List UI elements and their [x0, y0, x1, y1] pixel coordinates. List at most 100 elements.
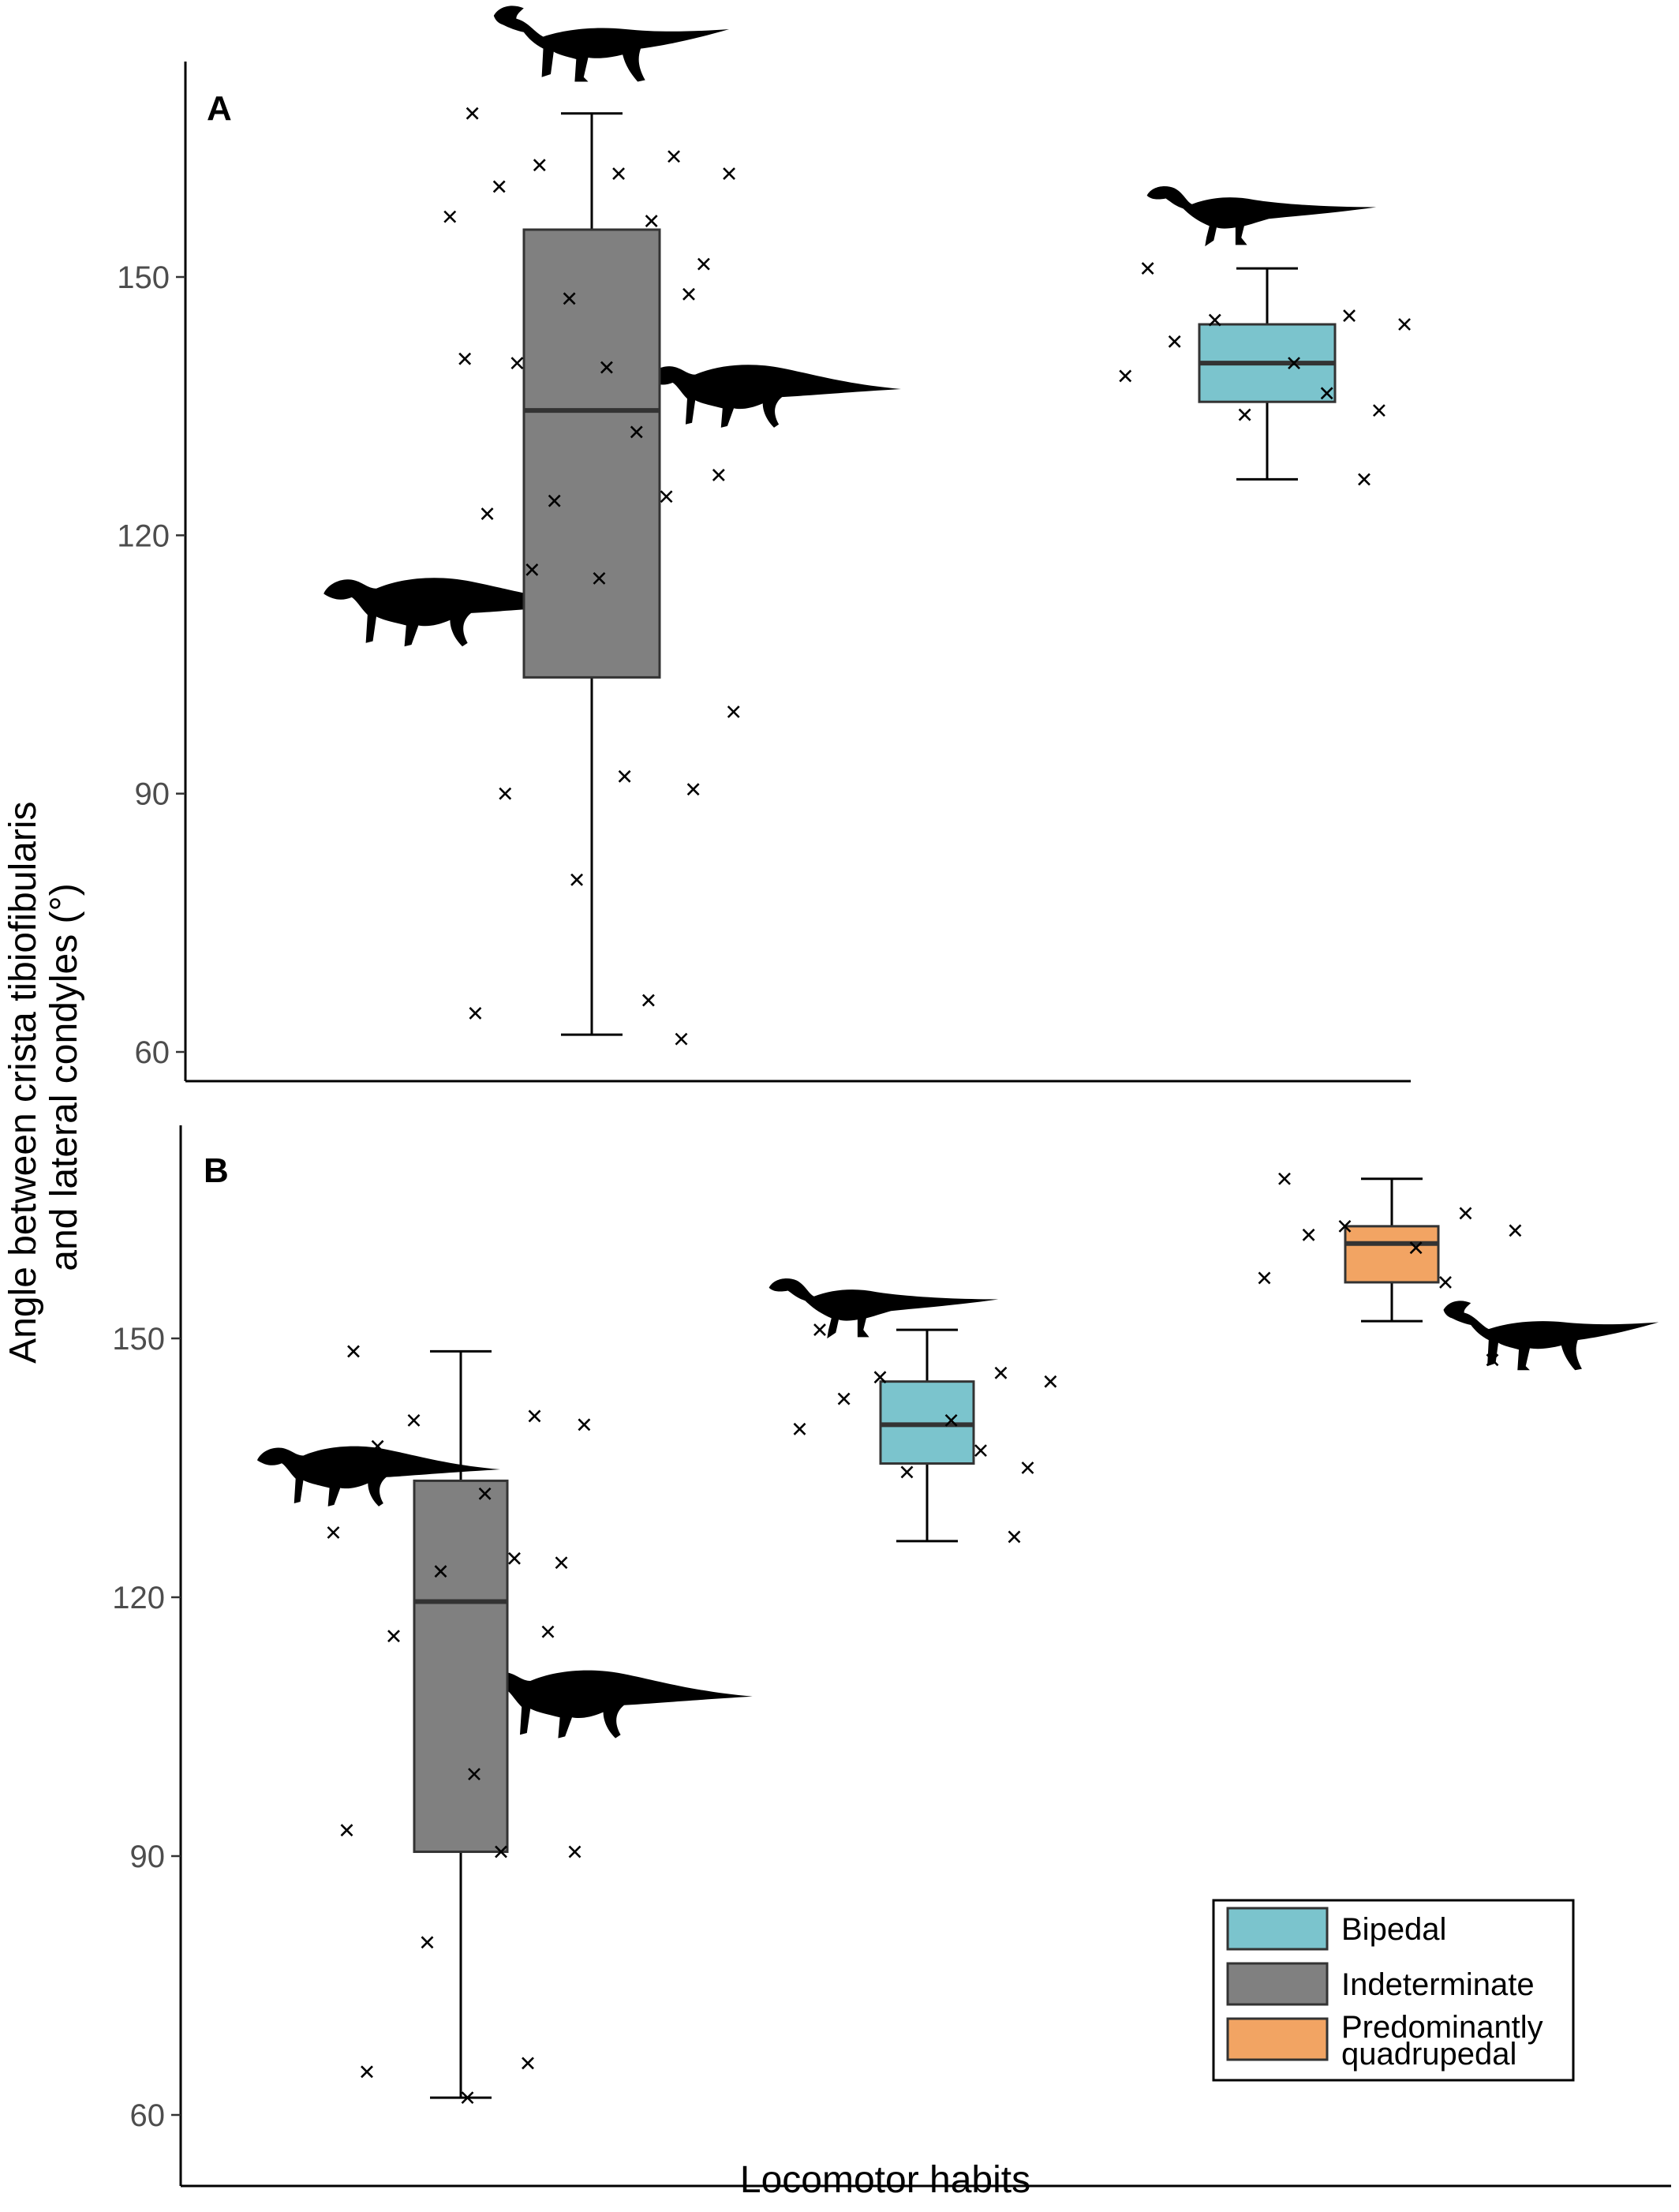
silhouette-iguanodont-b2	[478, 1670, 753, 1739]
data-point-a-indeterminate-19	[593, 571, 606, 585]
data-point-b-indeterminate-16	[421, 1936, 434, 1949]
data-point-b-bipedal-8	[1021, 1462, 1034, 1474]
data-point-a-indeterminate-24	[686, 783, 700, 796]
data-point-a-indeterminate-28	[675, 1032, 688, 1046]
data-point-a-indeterminate-21	[727, 706, 740, 718]
data-point-a-indeterminate-4	[492, 180, 506, 193]
data-point-a-indeterminate-27	[469, 1006, 482, 1020]
data-point-a-bipedal-7	[1320, 387, 1333, 400]
panel-label-a: A	[207, 89, 232, 128]
data-point-a-indeterminate-6	[443, 210, 457, 223]
data-point-b-indeterminate-2	[407, 1413, 421, 1427]
data-point-b-bipedal-1	[994, 1366, 1008, 1379]
y-tick-label-b-120: 120	[112, 1581, 165, 1615]
box-b-predominantly-quadrupedal	[1344, 1225, 1440, 1284]
y-tick-label-b-60: 60	[130, 2098, 166, 2133]
plots: 60 90 120 150 A 60 90 120 150 B	[112, 62, 1671, 2188]
data-point-b-bipedal-5	[944, 1413, 958, 1427]
y-tick-label-b-150: 150	[112, 1322, 165, 1357]
data-point-b-predominantly-quadrupedal-8	[1486, 1353, 1499, 1367]
data-point-a-bipedal-2	[1208, 313, 1221, 327]
legend-key-quadrupedal	[1226, 2017, 1329, 2061]
data-point-b-bipedal-9	[900, 1465, 914, 1479]
data-point-b-predominantly-quadrupedal-2	[1338, 1219, 1352, 1233]
data-point-b-predominantly-quadrupedal-5	[1409, 1241, 1423, 1255]
silhouette-ornithopod-b	[768, 1278, 999, 1339]
legend-label-quadrupedal-line-1: Predominantly	[1341, 2010, 1543, 2045]
data-point-b-indeterminate-10	[541, 1625, 555, 1638]
data-point-b-indeterminate-15	[568, 1845, 581, 1858]
box-a-indeterminate	[522, 228, 661, 679]
data-point-b-predominantly-quadrupedal-3	[1509, 1224, 1522, 1237]
data-point-b-indeterminate-0	[347, 1345, 360, 1358]
data-point-b-bipedal-0	[813, 1323, 826, 1336]
data-point-a-indeterminate-20	[525, 563, 539, 576]
data-point-b-predominantly-quadrupedal-0	[1278, 1172, 1291, 1185]
data-point-a-indeterminate-26	[641, 994, 655, 1007]
data-point-b-indeterminate-4	[371, 1439, 384, 1453]
data-point-a-indeterminate-7	[645, 215, 658, 227]
legend-label-indeterminate: Indeterminate	[1341, 1967, 1535, 2002]
data-point-b-bipedal-3	[1044, 1375, 1057, 1388]
x-axis-title: Locomotor habits	[740, 2159, 1030, 2201]
data-point-b-indeterminate-11	[387, 1630, 400, 1643]
data-point-b-bipedal-4	[837, 1392, 851, 1405]
y-tick-label-a-90: 90	[135, 777, 170, 812]
data-point-a-bipedal-4	[1168, 335, 1181, 348]
data-point-b-bipedal-2	[873, 1371, 887, 1384]
y-axis-title-line-2: and lateral condyles (°)	[43, 883, 85, 1271]
data-point-a-indeterminate-10	[682, 287, 695, 301]
data-point-b-indeterminate-5	[478, 1487, 492, 1500]
panel-label-b: B	[204, 1151, 229, 1190]
y-tick-label-a-150: 150	[117, 260, 170, 295]
legend-key-bipedal	[1226, 1907, 1329, 1951]
data-point-a-indeterminate-23	[499, 787, 512, 800]
data-point-b-predominantly-quadrupedal-1	[1459, 1207, 1472, 1220]
data-point-a-bipedal-6	[1119, 369, 1132, 383]
data-point-a-indeterminate-25	[570, 873, 583, 886]
legend: Bipedal Indeterminate Predominantly quad…	[1212, 1899, 1575, 2082]
data-point-a-bipedal-3	[1398, 318, 1411, 331]
y-tick-label-a-120: 120	[117, 518, 170, 553]
silhouette-hadrosaur-a	[493, 6, 730, 82]
data-point-a-bipedal-10	[1358, 473, 1370, 486]
legend-key-indeterminate	[1226, 1962, 1329, 2006]
data-point-a-indeterminate-13	[458, 352, 472, 365]
data-point-a-bipedal-8	[1372, 404, 1385, 417]
data-point-a-indeterminate-12	[600, 361, 613, 374]
data-point-b-indeterminate-1	[528, 1409, 541, 1423]
legend-label-quadrupedal: Predominantly quadrupedal	[1341, 2010, 1552, 2072]
data-point-b-predominantly-quadrupedal-7	[1439, 1276, 1452, 1289]
data-point-a-indeterminate-0	[466, 107, 479, 120]
data-point-a-indeterminate-11	[510, 357, 524, 370]
data-point-a-indeterminate-14	[630, 425, 643, 439]
data-point-b-bipedal-10	[1008, 1530, 1021, 1544]
data-point-b-predominantly-quadrupedal-6	[1258, 1271, 1271, 1285]
data-point-b-indeterminate-18	[361, 2065, 373, 2079]
legend-label-bipedal: Bipedal	[1341, 1912, 1446, 1947]
data-point-a-bipedal-0	[1141, 262, 1154, 275]
data-point-a-bipedal-1	[1343, 309, 1356, 323]
data-point-a-indeterminate-8	[697, 257, 710, 271]
data-point-a-indeterminate-1	[667, 150, 680, 163]
data-point-b-indeterminate-8	[555, 1556, 568, 1570]
data-point-a-indeterminate-5	[612, 167, 625, 180]
data-point-b-indeterminate-14	[495, 1845, 507, 1858]
y-axis-title-line-1: Angle between crista tibiofibularis	[2, 801, 44, 1363]
data-point-a-indeterminate-3	[723, 167, 735, 180]
data-point-a-indeterminate-16	[548, 494, 561, 507]
data-point-b-predominantly-quadrupedal-4	[1302, 1228, 1315, 1241]
y-tick-label-a-60: 60	[135, 1035, 170, 1070]
data-point-b-indeterminate-7	[508, 1551, 521, 1565]
data-point-b-bipedal-6	[793, 1422, 806, 1435]
silhouette-ornithopod-a	[1146, 186, 1377, 247]
data-point-a-indeterminate-17	[660, 490, 673, 503]
silhouette-hadrosaur-b	[1443, 1301, 1659, 1371]
box-b-indeterminate	[413, 1479, 509, 1854]
data-point-a-indeterminate-15	[712, 469, 725, 481]
data-point-b-indeterminate-9	[434, 1565, 447, 1578]
data-point-b-indeterminate-13	[340, 1824, 353, 1837]
data-point-a-indeterminate-18	[481, 507, 494, 520]
y-axis-title: Angle between crista tibiofibularis and …	[2, 791, 85, 1364]
